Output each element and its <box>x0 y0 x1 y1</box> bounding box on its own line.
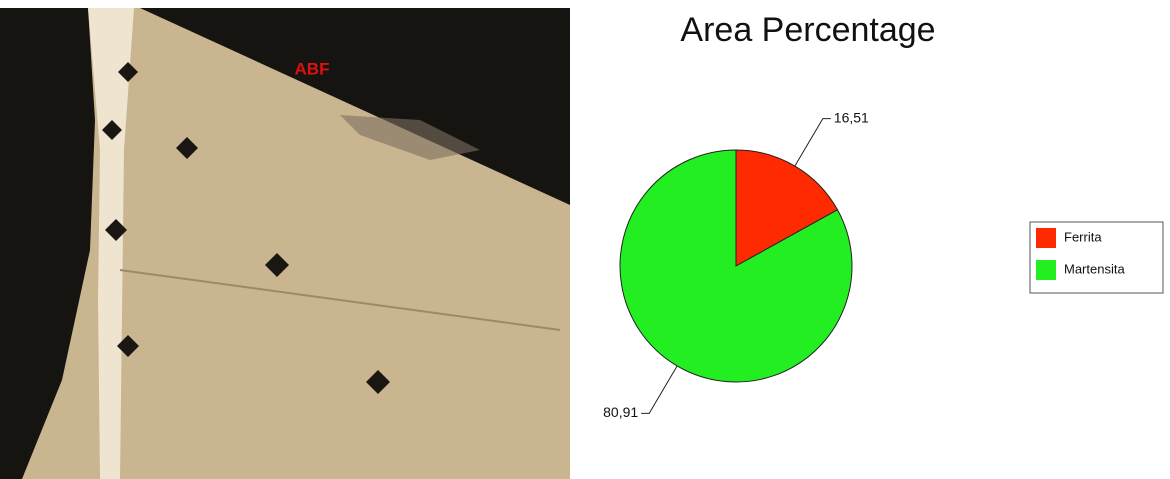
value-label: 80,91 <box>603 404 638 420</box>
micrograph-crack <box>119 269 561 331</box>
pie-slice <box>619 149 853 383</box>
indent <box>366 370 390 394</box>
micrograph-pores <box>340 115 480 160</box>
indent <box>117 335 139 357</box>
image-label: ABF <box>295 59 330 78</box>
indent <box>105 219 127 241</box>
leader-line <box>641 365 678 414</box>
indents <box>102 62 390 394</box>
micrograph-strip <box>88 8 134 479</box>
micrograph: ABF <box>0 8 570 479</box>
legend-label: Ferrita <box>1064 229 1102 244</box>
indent <box>265 253 289 277</box>
legend-swatch <box>1036 260 1056 280</box>
indent <box>118 62 138 82</box>
legend-label: Martensita <box>1064 261 1125 276</box>
indent <box>176 137 198 159</box>
micrograph-metal <box>22 8 570 479</box>
chart-title: Area Percentage <box>680 11 935 49</box>
leader-line <box>794 118 831 167</box>
indent <box>102 120 122 140</box>
value-label: 16,51 <box>834 109 869 125</box>
legend-swatch <box>1036 228 1056 248</box>
